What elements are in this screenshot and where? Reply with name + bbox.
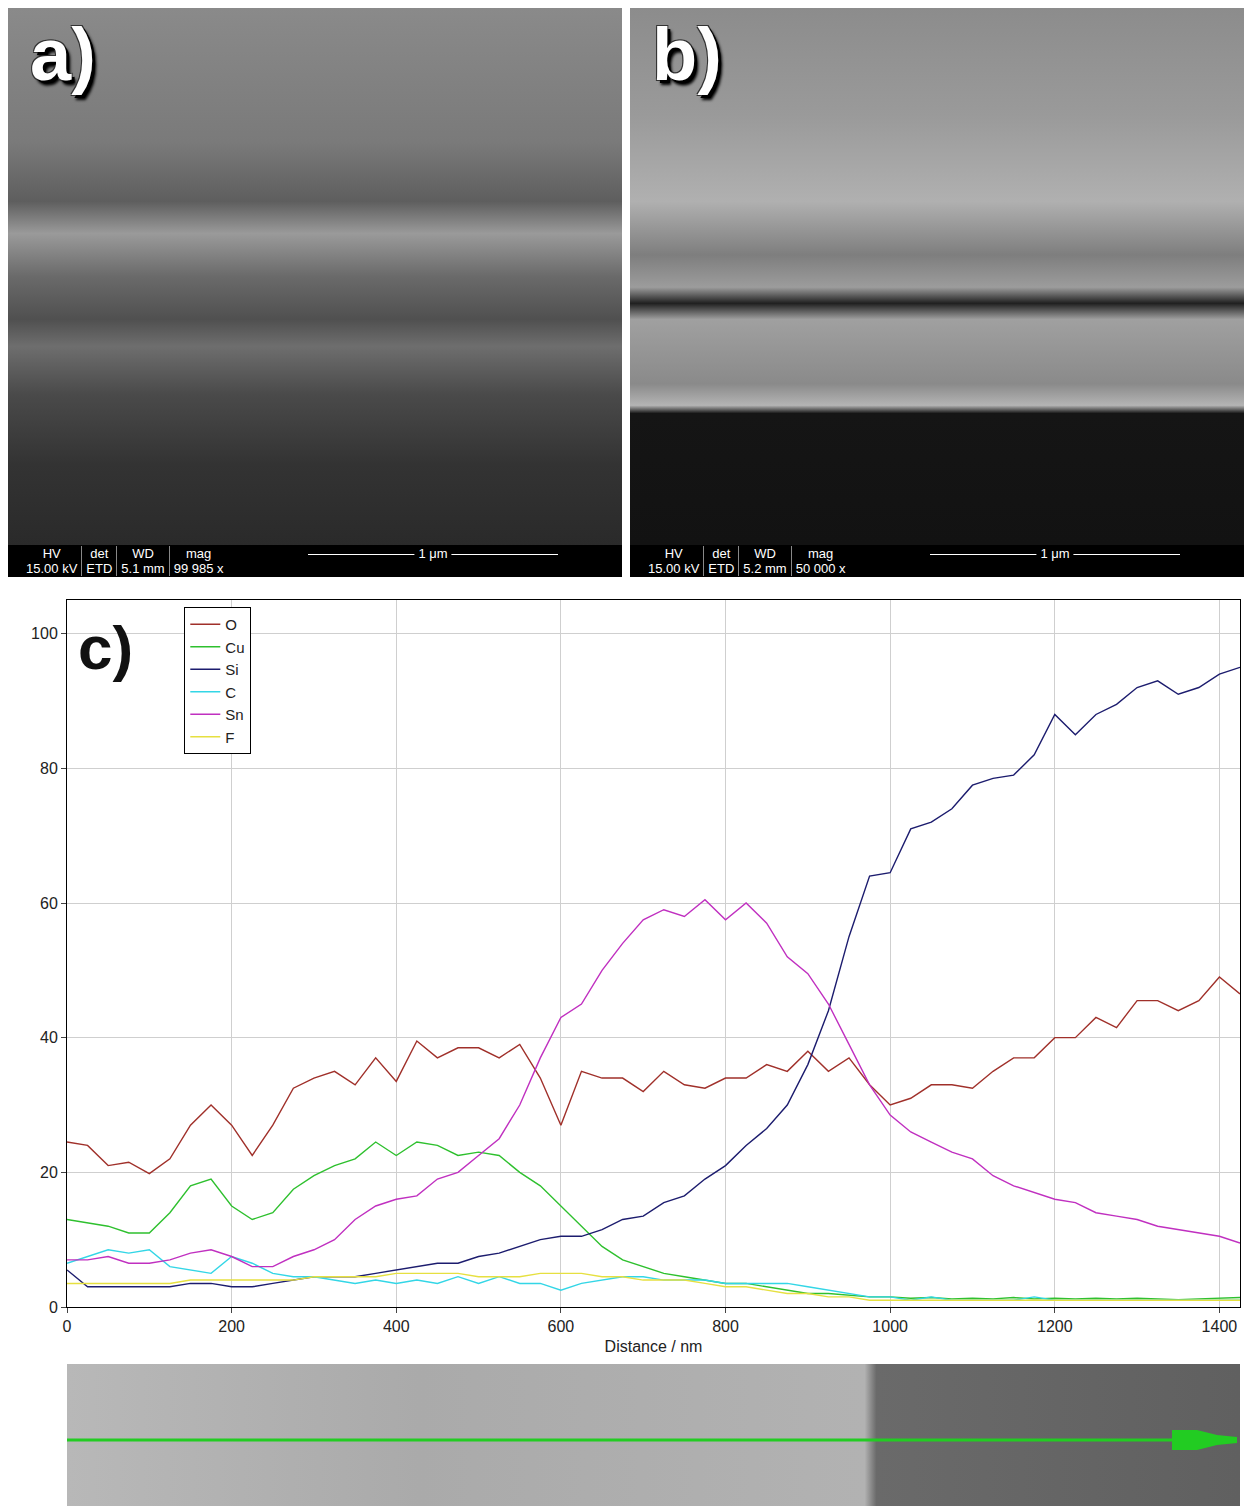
html-text:WD: WD xyxy=(132,546,154,561)
svg-text:600: 600 xyxy=(548,1318,575,1335)
svg-text:20: 20 xyxy=(40,1164,58,1181)
html-text:99 985 x: 99 985 x xyxy=(173,561,224,576)
svg-text:F: F xyxy=(225,729,234,746)
svg-text:100: 100 xyxy=(31,625,58,642)
html-text:det: det xyxy=(90,546,109,561)
svg-text:1000: 1000 xyxy=(872,1318,908,1335)
html-text:det: det xyxy=(712,546,731,561)
svg-text:C: C xyxy=(225,684,236,701)
html-text:HV: HV xyxy=(42,546,61,561)
html-text:b): b) xyxy=(652,13,722,96)
html-text:1 μm: 1 μm xyxy=(1040,546,1070,561)
svg-text:60: 60 xyxy=(40,895,58,912)
html-text:mag: mag xyxy=(186,546,212,561)
html-text:5.2 mm: 5.2 mm xyxy=(743,561,787,576)
svg-text:Sn: Sn xyxy=(225,706,243,723)
svg-text:200: 200 xyxy=(218,1318,245,1335)
html-text:ETD: ETD xyxy=(86,561,113,576)
html-text:ETD: ETD xyxy=(708,561,735,576)
svg-text:O: O xyxy=(225,616,237,633)
html-text:5.1 mm: 5.1 mm xyxy=(121,561,165,576)
svg-text:1400: 1400 xyxy=(1202,1318,1238,1335)
svg-text:Distance / nm: Distance / nm xyxy=(605,1338,703,1355)
svg-text:Cu: Cu xyxy=(225,639,244,656)
svg-text:400: 400 xyxy=(383,1318,410,1335)
html-text:50 000 x: 50 000 x xyxy=(795,561,846,576)
html-text:a): a) xyxy=(30,13,96,96)
html-text:15.00 kV: 15.00 kV xyxy=(26,561,78,576)
svg-text:1200: 1200 xyxy=(1037,1318,1073,1335)
html-text:WD: WD xyxy=(754,546,776,561)
html-text:HV: HV xyxy=(664,546,683,561)
svg-text:40: 40 xyxy=(40,1029,58,1046)
html-text:15.00 kV: 15.00 kV xyxy=(648,561,700,576)
svg-text:Si: Si xyxy=(225,661,238,678)
html-text:mag: mag xyxy=(808,546,834,561)
svg-text:0: 0 xyxy=(49,1299,58,1316)
svg-text:0: 0 xyxy=(63,1318,72,1335)
html-text:1 μm: 1 μm xyxy=(418,546,448,561)
svg-text:800: 800 xyxy=(712,1318,739,1335)
svg-text:c): c) xyxy=(78,613,133,682)
svg-text:80: 80 xyxy=(40,760,58,777)
